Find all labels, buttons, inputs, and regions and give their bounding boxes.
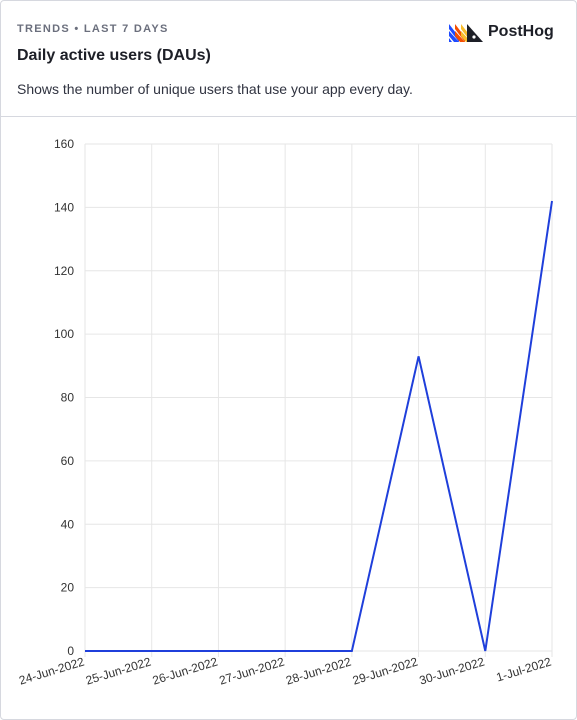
x-tick-label: 26-Jun-2022: [151, 654, 220, 687]
logo-eye: [472, 35, 476, 39]
y-tick-label: 160: [54, 137, 74, 151]
y-tick-label: 120: [54, 264, 74, 278]
insight-title[interactable]: Daily active users (DAUs): [17, 47, 211, 64]
y-tick-label: 0: [67, 644, 74, 658]
x-tick-label: 1-Jul-2022: [495, 654, 554, 684]
insight-description: Shows the number of unique users that us…: [17, 81, 413, 97]
logo-wordmark: PostHog: [488, 23, 554, 40]
logo-stripe-3: [449, 38, 452, 42]
series-line[interactable]: [85, 200, 553, 652]
x-tick-label: 30-Jun-2022: [418, 654, 487, 687]
y-tick-label: 40: [61, 517, 75, 531]
y-tick-label: 80: [61, 391, 75, 405]
x-tick-label: 29-Jun-2022: [351, 654, 420, 687]
hedgehog-logo-icon: [449, 24, 483, 42]
x-tick-label: 24-Jun-2022: [17, 654, 86, 687]
x-tick-label: 27-Jun-2022: [217, 654, 286, 687]
y-tick-label: 20: [61, 581, 75, 595]
posthog-logo[interactable]: PostHog: [449, 21, 554, 43]
y-tick-label: 60: [61, 454, 75, 468]
y-tick-label: 100: [54, 327, 74, 341]
logo-stripe-5: [455, 31, 465, 42]
x-tick-label: 25-Jun-2022: [84, 654, 153, 687]
x-axis-ticks: 24-Jun-202225-Jun-202226-Jun-202227-Jun-…: [17, 654, 553, 687]
y-tick-label: 140: [54, 200, 74, 214]
card-header: TRENDS • LAST 7 DAYS Daily active users …: [1, 1, 576, 117]
series-lines: [84, 200, 553, 652]
logo-head: [467, 24, 483, 42]
y-axis-ticks: 0 20 40 60 80 100 120 140 160: [54, 137, 74, 658]
grid-lines: [84, 143, 553, 657]
insight-kicker: TRENDS • LAST 7 DAYS: [17, 23, 169, 35]
dau-line-chart: 0 20 40 60 80 100 120 140 160 24-Jun-202225-Jun-…: [17, 137, 553, 688]
x-tick-label: 28-Jun-2022: [284, 654, 353, 687]
logo-stripe-2: [449, 31, 459, 42]
